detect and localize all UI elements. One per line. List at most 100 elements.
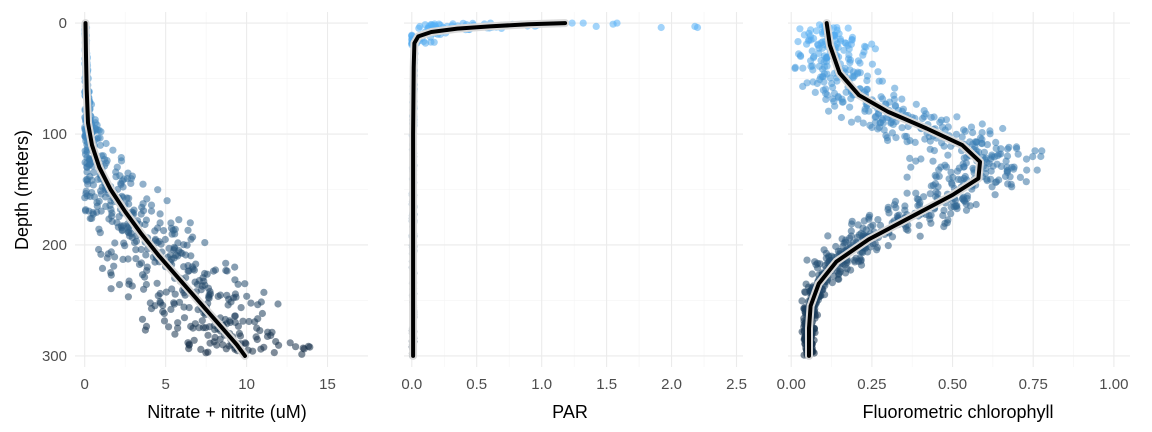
nitrate-data-point — [117, 154, 125, 162]
chlorophyll-data-point — [938, 139, 946, 147]
chlorophyll-data-point — [823, 62, 831, 70]
chlorophyll-data-point — [901, 206, 909, 214]
y-tick-label: 100 — [42, 126, 67, 143]
chlorophyll-data-point — [871, 239, 879, 247]
nitrate-data-point — [216, 291, 224, 299]
chlorophyll-x-tick-labels: 0.00 0.25 0.50 0.75 1.00 — [777, 376, 1129, 393]
nitrate-data-point — [142, 322, 151, 330]
chlorophyll-data-point — [871, 118, 880, 126]
y-tick-label: 0 — [59, 15, 67, 32]
chlorophyll-data-point — [812, 27, 821, 35]
chlorophyll-data-point — [854, 68, 862, 76]
nitrate-data-point — [274, 300, 282, 308]
chlorophyll-data-point — [857, 257, 865, 265]
nitrate-data-point — [241, 280, 249, 288]
nitrate-data-point — [137, 210, 145, 218]
chlorophyll-data-point — [854, 221, 862, 229]
chlorophyll-data-point — [1022, 155, 1031, 163]
chlorophyll-data-point — [848, 220, 856, 228]
nitrate-data-point — [91, 119, 99, 127]
chlorophyll-data-point — [934, 190, 942, 198]
chlorophyll-data-point — [820, 246, 828, 254]
nitrate-data-point — [270, 349, 278, 357]
chlorophyll-data-point — [912, 100, 920, 108]
chlorophyll-data-point — [945, 175, 953, 183]
nitrate-data-point — [198, 317, 206, 325]
nitrate-data-point — [180, 263, 188, 271]
chlorophyll-data-point — [927, 113, 935, 122]
nitrate-data-point — [139, 180, 147, 188]
chlorophyll-data-point — [986, 127, 994, 135]
chlorophyll-data-point — [991, 191, 999, 199]
chlorophyll-data-point — [815, 49, 823, 58]
chlorophyll-data-point — [810, 34, 818, 43]
nitrate-data-point — [204, 331, 212, 339]
nitrate-data-point — [213, 341, 221, 349]
nitrate-data-point — [222, 259, 230, 267]
nitrate-data-point — [160, 317, 169, 325]
chlorophyll-trend-line — [805, 19, 984, 360]
chlorophyll-data-point — [859, 249, 867, 257]
nitrate-data-point — [94, 175, 102, 183]
chlorophyll-data-point — [863, 77, 871, 85]
nitrate-data-point — [106, 201, 114, 209]
nitrate-data-point — [171, 225, 179, 233]
chlorophyll-data-point — [907, 163, 915, 171]
chlorophyll-data-point — [1006, 173, 1014, 181]
chlorophyll-data-point — [867, 223, 875, 231]
panel-nitrate: 0 5 10 15 0 100 200 300 Nitrate + nitrite (uM)… — [12, 12, 368, 422]
nitrate-data-point — [253, 335, 261, 344]
nitrate-data-point — [298, 350, 306, 358]
chlorophyll-data-point — [837, 37, 845, 45]
chlorophyll-data-point — [903, 189, 911, 197]
nitrate-data-point — [85, 207, 93, 215]
nitrate-data-point — [137, 245, 145, 254]
nitrate-data-point — [107, 271, 115, 279]
chlorophyll-data-point — [874, 68, 882, 76]
par-data-point — [613, 19, 621, 27]
nitrate-data-point — [139, 200, 147, 208]
chlorophyll-data-point — [808, 270, 816, 278]
chlorophyll-data-point — [820, 78, 828, 86]
nitrate-data-point — [102, 139, 110, 148]
chlorophyll-data-point — [891, 84, 899, 92]
nitrate-data-point — [153, 279, 161, 287]
nitrate-data-point — [142, 280, 150, 289]
chlorophyll-x-axis-title: Fluorometric chlorophyll — [862, 402, 1053, 422]
chlorophyll-data-point — [811, 88, 819, 96]
par-data-point — [592, 22, 600, 30]
chlorophyll-data-point — [844, 24, 852, 32]
nitrate-data-point — [189, 233, 197, 241]
nitrate-data-point — [231, 312, 239, 320]
nitrate-data-point — [161, 235, 169, 244]
nitrate-x-tick-labels: 0 5 10 15 — [81, 376, 336, 393]
chlorophyll-data-point — [850, 256, 858, 264]
chlorophyll-data-point — [926, 190, 934, 198]
chlorophyll-data-point — [847, 227, 855, 235]
nitrate-data-point — [132, 246, 140, 254]
chlorophyll-data-point — [823, 91, 832, 99]
chlorophyll-data-point — [799, 64, 807, 72]
chlorophyll-data-point — [992, 178, 1000, 187]
nitrate-data-point — [222, 345, 230, 353]
nitrate-data-point — [292, 343, 300, 351]
chlorophyll-data-point — [874, 216, 882, 224]
nitrate-data-point — [272, 338, 280, 346]
chlorophyll-data-point — [927, 211, 935, 219]
nitrate-data-point — [197, 286, 205, 294]
chlorophyll-data-point — [920, 193, 928, 201]
nitrate-data-point — [132, 255, 140, 263]
nitrate-data-point — [171, 290, 179, 298]
nitrate-data-point — [142, 251, 150, 259]
chlorophyll-data-point — [980, 148, 989, 156]
y-tick-label: 200 — [42, 237, 67, 254]
chlorophyll-data-point — [839, 98, 847, 106]
nitrate-data-point — [299, 344, 307, 352]
chlorophyll-data-point — [903, 173, 911, 181]
nitrate-data-point — [126, 232, 134, 240]
chlorophyll-data-point — [940, 223, 948, 231]
nitrate-data-point — [119, 255, 127, 263]
chlorophyll-data-point — [876, 221, 885, 229]
nitrate-data-point — [163, 197, 171, 205]
chlorophyll-data-point — [814, 264, 822, 272]
